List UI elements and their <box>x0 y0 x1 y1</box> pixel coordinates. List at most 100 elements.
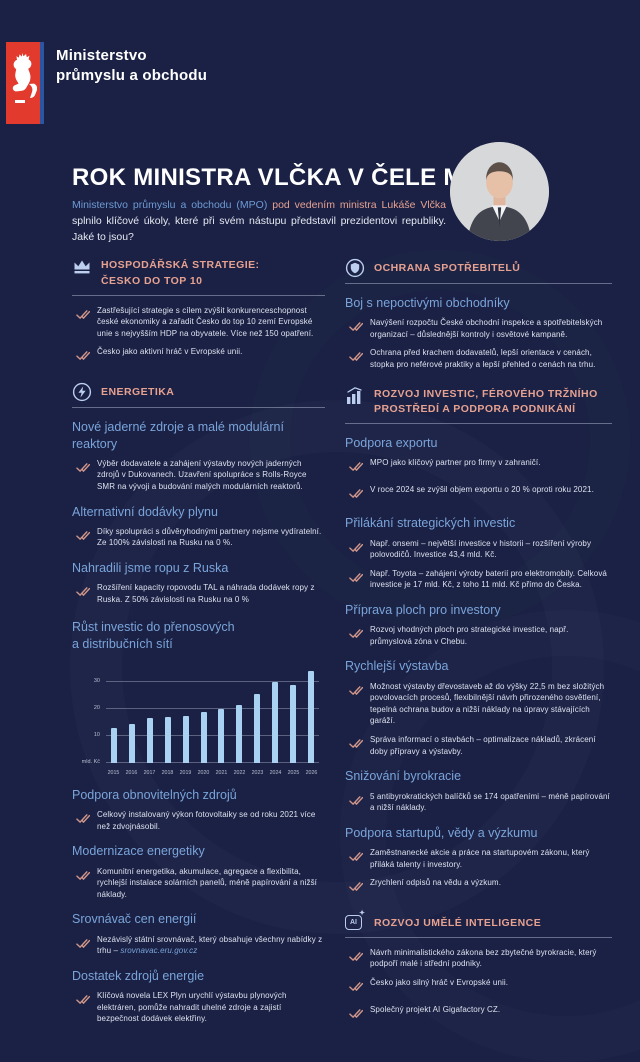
bullet-text: Rozvoj vhodných ploch pro strategické in… <box>370 625 569 646</box>
subheading-faster-construction: Rychlejší výstavba <box>345 659 449 674</box>
chart-bar-2018 <box>164 717 171 763</box>
chart-x-tick: 2021 <box>215 769 228 776</box>
subheading-strategic-investment: Přilákání strategických investic <box>345 516 516 531</box>
chart-bar-2017 <box>146 718 153 763</box>
double-check-icon <box>349 849 363 867</box>
chart-x-tick: 2016 <box>125 769 138 776</box>
comparator-link[interactable]: srovnavac.eru.gov.cz <box>120 946 198 956</box>
section-strategy-title-line2: ČESKO DO TOP 10 <box>101 274 203 287</box>
investment-bar-chart: mld. Kč 10 20 30 2015 2016 2017 2018 2019 2020 20… <box>72 664 325 776</box>
double-check-icon <box>349 486 363 504</box>
logo-blue-stripe <box>40 42 44 124</box>
bullet-text: Rozšíření kapacity ropovodu TAL a náhrad… <box>97 583 315 604</box>
section-ai-title: ROZVOJ UMĚLÉ INTELIGENCE <box>374 917 542 930</box>
bullet-text: Nezávislý státní srovnávač, který obsahu… <box>97 934 325 957</box>
section-energy-title: ENERGETIKA <box>101 386 175 399</box>
double-check-icon <box>349 879 363 897</box>
subheading-startups: Podpora startupů, vědy a výzkumu <box>345 825 538 840</box>
list-item: Zaměstnanecké akcie a práce na startupov… <box>345 847 612 870</box>
bullet-text: Např. onsemi – největší investice v hist… <box>370 538 592 560</box>
bullet-text: Možnost výstavby dřevostaveb až do výšky… <box>370 681 605 726</box>
intro-highlight-minister: pod vedením ministra Lukáše Vlčka <box>272 198 446 211</box>
double-check-icon <box>349 979 363 997</box>
chart-x-tick: 2018 <box>161 769 174 776</box>
chart-y-tick: 20 <box>93 705 100 712</box>
chart-bar-2015 <box>111 727 117 763</box>
section-ai: ROZVOJ UMĚLÉ INTELIGENCE Návrh minimalis… <box>345 909 612 1024</box>
chart-x-axis: 2015 2016 2017 2018 2019 2020 2021 2022 2023 2024… <box>106 770 319 776</box>
list-item: MPO jako klíčový partner pro firmy v zah… <box>345 457 612 477</box>
content-columns: HOSPODÁŘSKÁ STRATEGIE: ČESKO DO TOP 10 Z… <box>72 258 612 1041</box>
chart-x-tick: 2017 <box>143 769 156 776</box>
bullet-text: Celkový instalovaný výkon fotovoltaiky s… <box>97 810 316 831</box>
energy-icon <box>72 382 92 402</box>
chart-x-tick: 2023 <box>251 769 264 776</box>
chart-x-tick: 2025 <box>287 769 300 776</box>
chart-gridline: 10 <box>94 732 319 738</box>
bullet-text: Zaměstnanecké akcie a práce na startupov… <box>370 847 590 869</box>
section-investment: ROZVOJ INVESTIC, FÉROVÉHO TRŽNÍHO PROSTŘ… <box>345 387 612 898</box>
double-check-icon <box>349 1006 363 1024</box>
divider <box>345 936 612 938</box>
list-item: Komunitní energetika, akumulace, agregac… <box>72 866 325 901</box>
bullet-text: Zastřešující strategie s cílem zvýšit ko… <box>97 305 314 338</box>
bullet-text: Díky spolupráci s důvěryhodnými partnery… <box>97 526 322 548</box>
section-consumer-header: OCHRANA SPOTŘEBITELŮ <box>345 258 612 278</box>
list-item: Možnost výstavby dřevostaveb až do výšky… <box>345 681 612 727</box>
subheading-gas: Alternativní dodávky plynu <box>72 504 218 519</box>
double-check-icon <box>76 584 90 602</box>
chart-x-tick: 2026 <box>305 769 318 776</box>
bullet-text: Např. Toyota – zahájení výroby baterií p… <box>370 568 607 590</box>
subheading-price-comparator: Srovnávač cen energií <box>72 912 197 927</box>
intro-highlight-mpo: Ministerstvo průmyslu a obchodu (MPO) <box>72 198 268 211</box>
chart-bar-2025 <box>290 684 297 763</box>
section-strategy-title-line1: HOSPODÁŘSKÁ STRATEGIE: <box>101 259 260 271</box>
chart-gridline: 30 <box>94 678 319 684</box>
chart-x-tick: 2015 <box>107 769 120 776</box>
ministry-logo: Ministerstvo průmyslu a obchodu <box>6 42 207 124</box>
subheading-energy-supply: Dostatek zdrojů energie <box>72 968 205 983</box>
ministry-name-line1: Ministerstvo <box>56 47 147 64</box>
subheading-oil: Nahradili jsme ropu z Ruska <box>72 561 229 575</box>
list-item: Česko jako aktivní hráč v Evropské unii. <box>72 346 325 366</box>
double-check-icon <box>349 459 363 477</box>
subheading-investor-sites: Příprava ploch pro investory <box>345 603 501 617</box>
crown-icon <box>72 258 92 275</box>
list-item: Návrh minimalistického zákona bez zbyteč… <box>345 947 612 970</box>
czech-lion-icon <box>6 42 40 124</box>
list-item: Zastřešující strategie s cílem zvýšit ko… <box>72 305 325 340</box>
chart-y-axis-label: mld. Kč <box>81 758 100 765</box>
bullet-text: Společný projekt AI Gigafactory CZ. <box>370 1005 501 1015</box>
section-strategy-header: HOSPODÁŘSKÁ STRATEGIE: ČESKO DO TOP 10 <box>72 258 325 290</box>
section-investment-title-line1: ROZVOJ INVESTIC, FÉROVÉHO TRŽNÍHO <box>374 387 598 400</box>
subheading-grid-investment: Růst investic do přenosových a distribuč… <box>72 619 325 652</box>
chart-gridline: 20 <box>94 705 319 711</box>
subheading-renewables: Podpora obnovitelných zdrojů <box>72 787 237 802</box>
chart-bar-2026 <box>307 671 314 763</box>
intro-rest: splnilo klíčové úkoly, které při svém ná… <box>72 214 446 244</box>
bullet-text: Česko jako silný hráč v Evropské unii. <box>370 978 509 988</box>
ai-icon <box>345 909 365 931</box>
list-item: Nezávislý státní srovnávač, který obsahu… <box>72 934 325 957</box>
intro-paragraph: Ministerstvo průmyslu a obchodu (MPO) po… <box>72 197 446 246</box>
section-energy: ENERGETIKA Nové jaderné zdroje a malé mo… <box>72 382 325 1025</box>
list-item: Celkový instalovaný výkon fotovoltaiky s… <box>72 809 325 832</box>
section-ai-header: ROZVOJ UMĚLÉ INTELIGENCE <box>345 909 612 932</box>
double-check-icon <box>349 349 363 367</box>
subheading-grid-line1: Růst investic do přenosových <box>72 620 235 635</box>
chart-x-tick: 2022 <box>233 769 246 776</box>
minister-portrait <box>450 142 549 241</box>
shield-icon <box>345 258 365 278</box>
divider <box>72 294 325 296</box>
subheading-nuclear: Nové jaderné zdroje a malé modulární rea… <box>72 420 284 451</box>
chart-y-tick: 30 <box>93 678 100 685</box>
subheading-modernization: Modernizace energetiky <box>72 844 205 859</box>
ministry-name-line2: průmyslu a obchodu <box>56 67 208 85</box>
list-item: Zrychlení odpisů na vědu a výzkum. <box>345 877 612 897</box>
divider <box>345 423 612 425</box>
list-item: Česko jako silný hráč v Evropské unii. <box>345 977 612 997</box>
double-check-icon <box>76 936 90 954</box>
section-strategy-title: HOSPODÁŘSKÁ STRATEGIE: ČESKO DO TOP 10 <box>101 258 259 290</box>
double-check-icon <box>76 868 90 886</box>
chart-bar-2016 <box>128 723 135 763</box>
